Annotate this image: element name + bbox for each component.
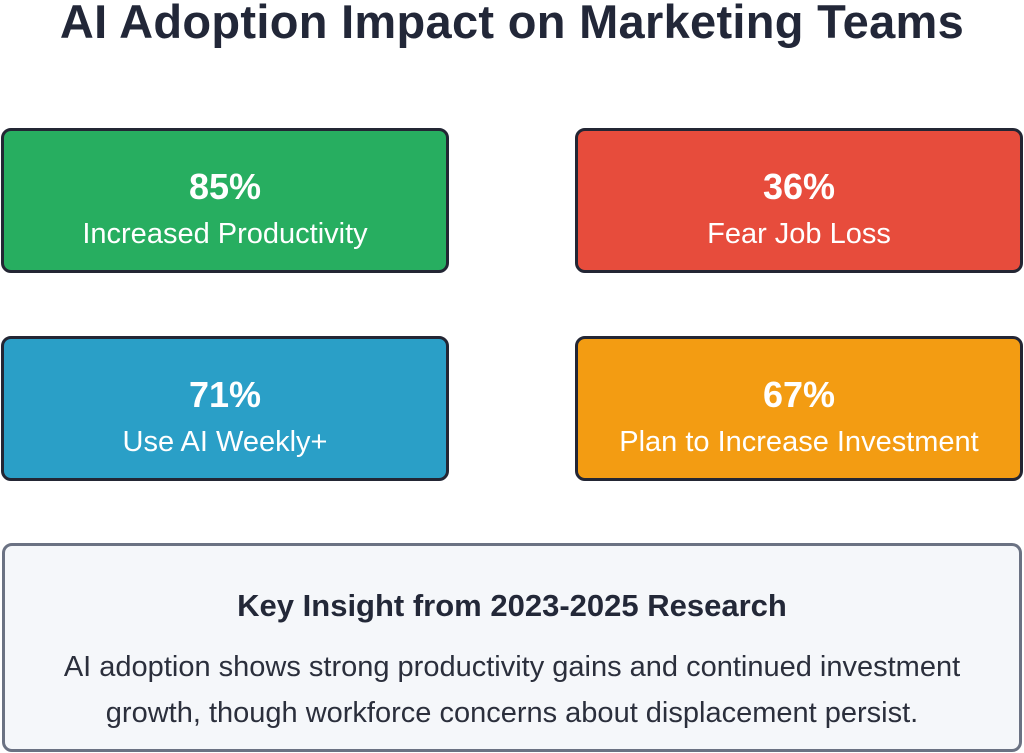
stat-card-use-ai-weekly: 71% Use AI Weekly+ xyxy=(1,336,449,481)
stat-label: Use AI Weekly+ xyxy=(122,426,328,458)
stat-value: 71% xyxy=(188,374,262,415)
stat-label: Increased Productivity xyxy=(82,218,368,250)
key-insight-box: Key Insight from 2023-2025 Research AI a… xyxy=(2,543,1022,752)
stat-label: Fear Job Loss xyxy=(707,218,891,250)
insight-body: AI adoption shows strong productivity ga… xyxy=(5,644,1019,736)
insight-line: AI adoption shows strong productivity ga… xyxy=(63,651,961,683)
stat-card-fear-job-loss: 36% Fear Job Loss xyxy=(575,128,1023,273)
stat-value: 85% xyxy=(188,166,262,207)
stat-value: 67% xyxy=(762,374,836,415)
insight-heading: Key Insight from 2023-2025 Research xyxy=(237,588,787,623)
stat-card-increased-productivity: 85% Increased Productivity xyxy=(1,128,449,273)
insight-line: growth, though workforce concerns about … xyxy=(105,697,919,729)
stat-label: Plan to Increase Investment xyxy=(619,426,979,458)
stat-card-plan-to-increase-investment: 67% Plan to Increase Investment xyxy=(575,336,1023,481)
stat-value: 36% xyxy=(762,166,836,207)
page-title: AI Adoption Impact on Marketing Teams xyxy=(59,0,965,48)
